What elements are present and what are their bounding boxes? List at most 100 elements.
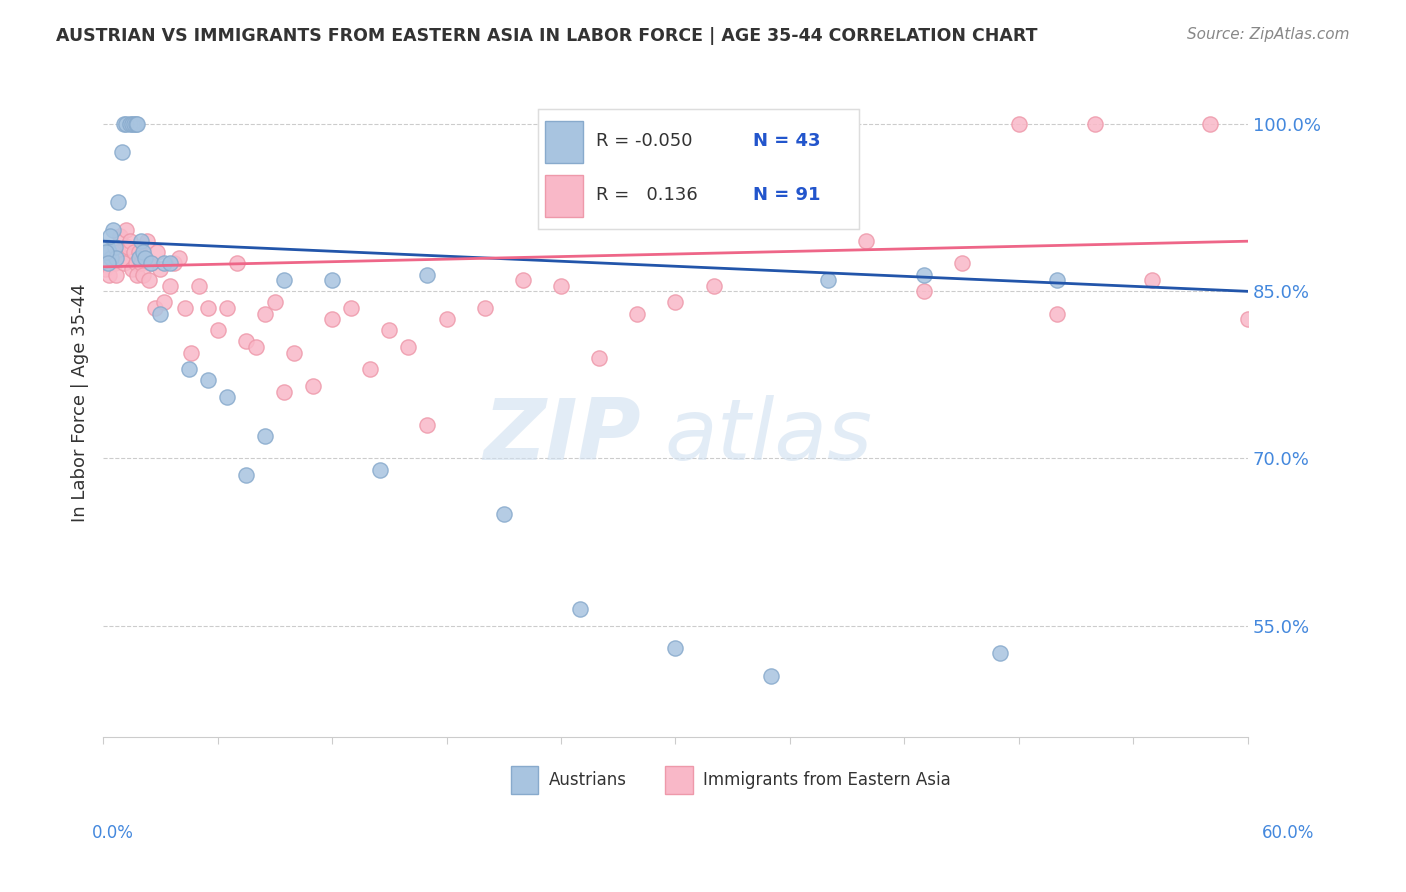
Point xyxy=(217,390,239,404)
Point xyxy=(138,273,160,287)
Point xyxy=(110,228,132,243)
Point xyxy=(101,223,124,237)
Point xyxy=(143,301,166,315)
Point xyxy=(396,340,419,354)
Point xyxy=(122,117,145,131)
Point xyxy=(569,602,592,616)
Point xyxy=(912,285,935,299)
Point xyxy=(225,256,247,270)
Point xyxy=(359,362,381,376)
Point xyxy=(759,668,782,682)
Point xyxy=(988,647,1011,661)
Point xyxy=(127,117,149,131)
Point xyxy=(180,345,202,359)
Point xyxy=(117,240,139,254)
Point xyxy=(1198,117,1220,131)
Point xyxy=(626,307,648,321)
Point xyxy=(1046,273,1069,287)
Text: 0.0%: 0.0% xyxy=(91,824,134,842)
Point xyxy=(129,234,152,248)
Text: AUSTRIAN VS IMMIGRANTS FROM EASTERN ASIA IN LABOR FORCE | AGE 35-44 CORRELATION : AUSTRIAN VS IMMIGRANTS FROM EASTERN ASIA… xyxy=(56,27,1038,45)
Point xyxy=(96,256,118,270)
Text: Source: ZipAtlas.com: Source: ZipAtlas.com xyxy=(1187,27,1350,42)
Point xyxy=(128,245,150,260)
Point xyxy=(107,195,129,210)
Point xyxy=(97,245,120,260)
Point xyxy=(664,640,686,655)
Point xyxy=(217,301,239,315)
Point xyxy=(912,268,935,282)
Text: atlas: atlas xyxy=(664,394,872,477)
Point xyxy=(235,468,257,483)
Point xyxy=(1046,307,1069,321)
Point xyxy=(134,251,156,265)
Point xyxy=(121,117,143,131)
Point xyxy=(187,278,209,293)
Point xyxy=(163,256,186,270)
Point xyxy=(1237,312,1260,326)
Point xyxy=(145,245,167,260)
Point xyxy=(111,145,134,159)
Point xyxy=(1084,117,1107,131)
Point xyxy=(436,312,458,326)
Point xyxy=(139,256,162,270)
Point xyxy=(103,240,125,254)
Text: ZIP: ZIP xyxy=(484,394,641,477)
Point xyxy=(94,262,117,277)
Point xyxy=(254,429,277,443)
Text: 60.0%: 60.0% xyxy=(1263,824,1315,842)
Point xyxy=(128,251,150,265)
Point xyxy=(759,117,782,131)
Point xyxy=(703,278,725,293)
Point xyxy=(127,268,149,282)
Point xyxy=(96,240,118,254)
Point xyxy=(149,307,172,321)
Point xyxy=(134,251,156,265)
Point xyxy=(124,117,146,131)
Point xyxy=(1008,117,1031,131)
Point xyxy=(416,268,439,282)
Point xyxy=(107,245,129,260)
Point xyxy=(1351,228,1374,243)
Point xyxy=(273,384,295,399)
Point xyxy=(492,507,515,521)
Point xyxy=(855,234,877,248)
Point xyxy=(1294,307,1316,321)
Point xyxy=(97,268,120,282)
Point xyxy=(105,251,128,265)
Point xyxy=(263,295,285,310)
Point xyxy=(94,245,117,260)
Point xyxy=(153,295,176,310)
Point xyxy=(378,323,401,337)
Point xyxy=(121,262,143,277)
Point xyxy=(124,256,146,270)
Point xyxy=(159,278,181,293)
Point xyxy=(321,273,343,287)
Point xyxy=(302,379,325,393)
Point xyxy=(100,251,122,265)
Point xyxy=(273,273,295,287)
Point xyxy=(340,301,363,315)
Point xyxy=(235,334,257,349)
Point xyxy=(1142,273,1164,287)
Y-axis label: In Labor Force | Age 35-44: In Labor Force | Age 35-44 xyxy=(72,284,89,522)
Point xyxy=(111,251,134,265)
Point xyxy=(118,234,141,248)
Point xyxy=(112,256,135,270)
Point xyxy=(1389,312,1406,326)
Point xyxy=(149,262,172,277)
Point xyxy=(159,256,181,270)
Point xyxy=(132,245,155,260)
Point xyxy=(588,351,610,366)
Point xyxy=(817,273,839,287)
Point xyxy=(103,256,125,270)
Point xyxy=(136,234,159,248)
Point xyxy=(321,312,343,326)
Point xyxy=(112,117,135,131)
Point xyxy=(197,301,219,315)
Point xyxy=(139,256,162,270)
Point xyxy=(474,301,496,315)
Point xyxy=(368,462,391,476)
Point xyxy=(245,340,267,354)
Point xyxy=(97,256,120,270)
